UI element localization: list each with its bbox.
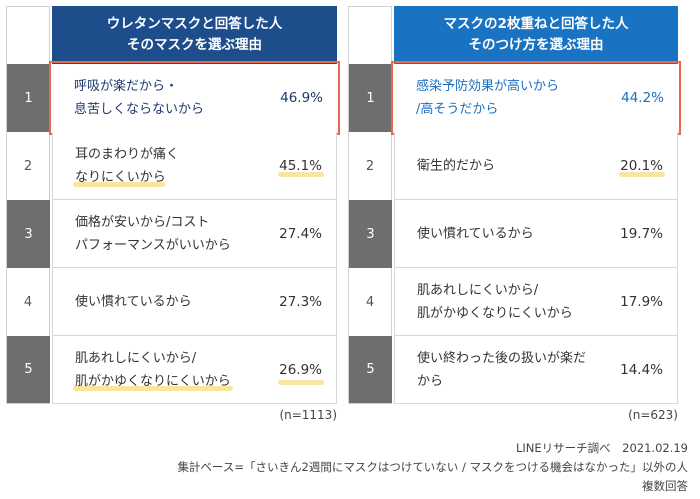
table-title-line: そのつけ方を選ぶ理由 [468,37,604,53]
rank-label: 4 [6,268,50,336]
rank-label: 3 [6,200,50,268]
reason-label: 衛生的だから [417,154,495,177]
sample-size-label: (n=623) [628,408,678,422]
footer-note: 複数回答 [642,479,688,493]
reason-line: 使い慣れているから [75,294,192,309]
reason-line: 肌がかゆくなりにくいから [417,305,573,321]
reason-label: 肌あれしにくいから/肌がかゆくなりにくいから [75,347,231,393]
reason-line: 肌あれしにくいから/ [75,350,197,366]
reason-line: 衛生的だから [417,158,496,173]
rank-label: 5 [6,336,50,404]
reason-label: 価格が安いから/コストパフォーマンスがいいから [75,211,231,257]
value-label: 44.2% [621,90,664,106]
value-label: 45.1% [279,157,322,174]
highlight-underline [73,386,233,391]
table-title-line: そのマスクを選ぶ理由 [127,37,262,53]
reason-label: 使い終わった後の扱いが楽だ から [417,347,586,393]
reason-label: 感染予防効果が高いから/高そうだから [416,75,559,121]
reason-line: から [417,373,444,389]
sample-size-label: (n=1113) [279,408,337,422]
table-row: 使い慣れているから 27.3% [52,268,337,336]
table-row: 価格が安いから/コストパフォーマンスがいいから 27.4% [52,200,337,268]
value-label: 46.9% [280,90,323,106]
table-title-line: マスクの2枚重ねと回答した人 [443,16,629,32]
value-highlight-underline [278,172,324,177]
rank-label: 1 [6,64,50,132]
rank-label: 4 [348,268,392,336]
reason-label: 使い慣れているから [417,222,534,245]
reason-line: 使い終わった後の扱いが楽だ [417,350,587,366]
highlight-underline [73,182,165,187]
rank-label: 5 [348,336,392,404]
table-title: マスクの2枚重ねと回答した人 そのつけ方を選ぶ理由 [394,6,678,64]
table-row: 使い終わった後の扱いが楽だ から 14.4% [394,336,678,404]
reason-line: パフォーマンスがいいから [75,237,231,253]
reason-label: 耳のまわりが痛く なりにくいから [75,143,179,189]
rank-label: 2 [348,132,392,200]
value-highlight-underline [278,380,324,385]
reason-line: 使い慣れているから [417,226,534,241]
rank-header-blank [6,6,50,64]
rank-label: 3 [348,200,392,268]
table-row: 耳のまわりが痛く なりにくいから 45.1% [52,132,337,200]
value-label: 27.4% [279,225,322,242]
reason-line: なりにくいから [75,169,166,185]
reason-label: 肌あれしにくいから/肌がかゆくなりにくいから [417,279,573,325]
reason-line: 息苦しくならないから [74,102,205,117]
table-title-line: ウレタンマスクと回答した人 [106,16,283,32]
footer-source: LINEリサーチ調べ 2021.02.19 [515,441,688,455]
rank-label: 1 [348,64,392,132]
reason-label: 呼吸が楽だから・息苦しくならないから [74,75,204,121]
table-title: ウレタンマスクと回答した人 そのマスクを選ぶ理由 [52,6,337,64]
reason-line: 肌あれしにくいから/ [417,282,539,298]
value-label: 20.1% [620,157,663,174]
table-row: 肌あれしにくいから/肌がかゆくなりにくいから 17.9% [394,268,678,336]
reason-line: 感染予防効果が高いから [416,79,560,94]
value-label: 26.9% [279,361,322,378]
reason-column: ウレタンマスクと回答した人 そのマスクを選ぶ理由呼吸が楽だから・息苦しくならないか… [49,6,340,422]
value-label: 27.3% [279,293,322,310]
reason-line: 耳のまわりが痛く [75,146,180,162]
reason-line: 肌がかゆくなりにくいから [75,373,231,389]
value-label: 19.7% [620,225,663,242]
reason-line: /高そうだから [416,102,499,117]
table-row: 衛生的だから 20.1% [394,132,678,200]
footer-base: 集計ベース=「さいきん2週間にマスクはつけていない / マスクをつける機会はなか… [177,460,688,474]
value-highlight-underline [619,172,665,177]
value-label: 14.4% [620,361,663,378]
table-row: 感染予防効果が高いから/高そうだから 44.2% [391,61,681,135]
table-row: 呼吸が楽だから・息苦しくならないから 46.9% [49,61,340,135]
reason-line: 価格が安いから/コスト [75,214,210,230]
reason-line: 呼吸が楽だから・ [74,79,179,94]
rank-header-blank [348,6,392,64]
rank-label: 2 [6,132,50,200]
table-row: 肌あれしにくいから/肌がかゆくなりにくいから 26.9% [52,336,337,404]
value-label: 17.9% [620,293,663,310]
reason-label: 使い慣れているから [75,290,192,313]
table-row: 使い慣れているから 19.7% [394,200,678,268]
reason-column: マスクの2枚重ねと回答した人 そのつけ方を選ぶ理由 感染予防効果が高いから/高そうだ… [391,6,681,422]
